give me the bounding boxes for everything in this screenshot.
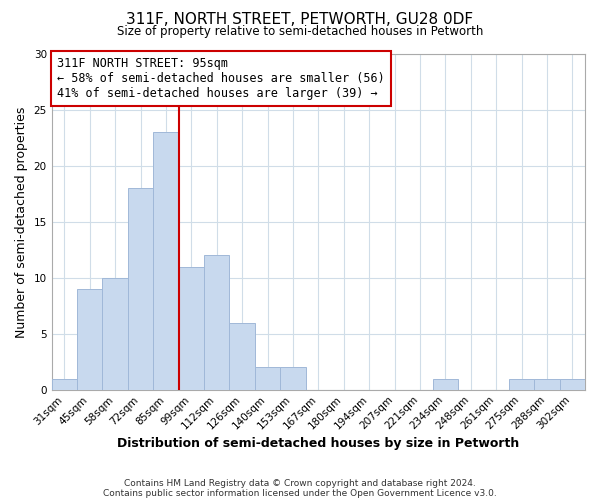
Bar [103, 278, 128, 390]
Bar [204, 256, 229, 390]
Bar [534, 378, 560, 390]
Bar [255, 368, 280, 390]
Bar [128, 188, 153, 390]
Bar [153, 132, 179, 390]
X-axis label: Distribution of semi-detached houses by size in Petworth: Distribution of semi-detached houses by … [117, 437, 520, 450]
Text: Contains public sector information licensed under the Open Government Licence v3: Contains public sector information licen… [103, 488, 497, 498]
Y-axis label: Number of semi-detached properties: Number of semi-detached properties [15, 106, 28, 338]
Bar [77, 289, 103, 390]
Text: 311F, NORTH STREET, PETWORTH, GU28 0DF: 311F, NORTH STREET, PETWORTH, GU28 0DF [127, 12, 473, 28]
Bar [280, 368, 305, 390]
Bar [52, 378, 77, 390]
Bar [229, 322, 255, 390]
Text: 311F NORTH STREET: 95sqm
← 58% of semi-detached houses are smaller (56)
41% of s: 311F NORTH STREET: 95sqm ← 58% of semi-d… [57, 58, 385, 100]
Text: Size of property relative to semi-detached houses in Petworth: Size of property relative to semi-detach… [117, 25, 483, 38]
Bar [433, 378, 458, 390]
Bar [560, 378, 585, 390]
Bar [179, 266, 204, 390]
Bar [509, 378, 534, 390]
Text: Contains HM Land Registry data © Crown copyright and database right 2024.: Contains HM Land Registry data © Crown c… [124, 478, 476, 488]
